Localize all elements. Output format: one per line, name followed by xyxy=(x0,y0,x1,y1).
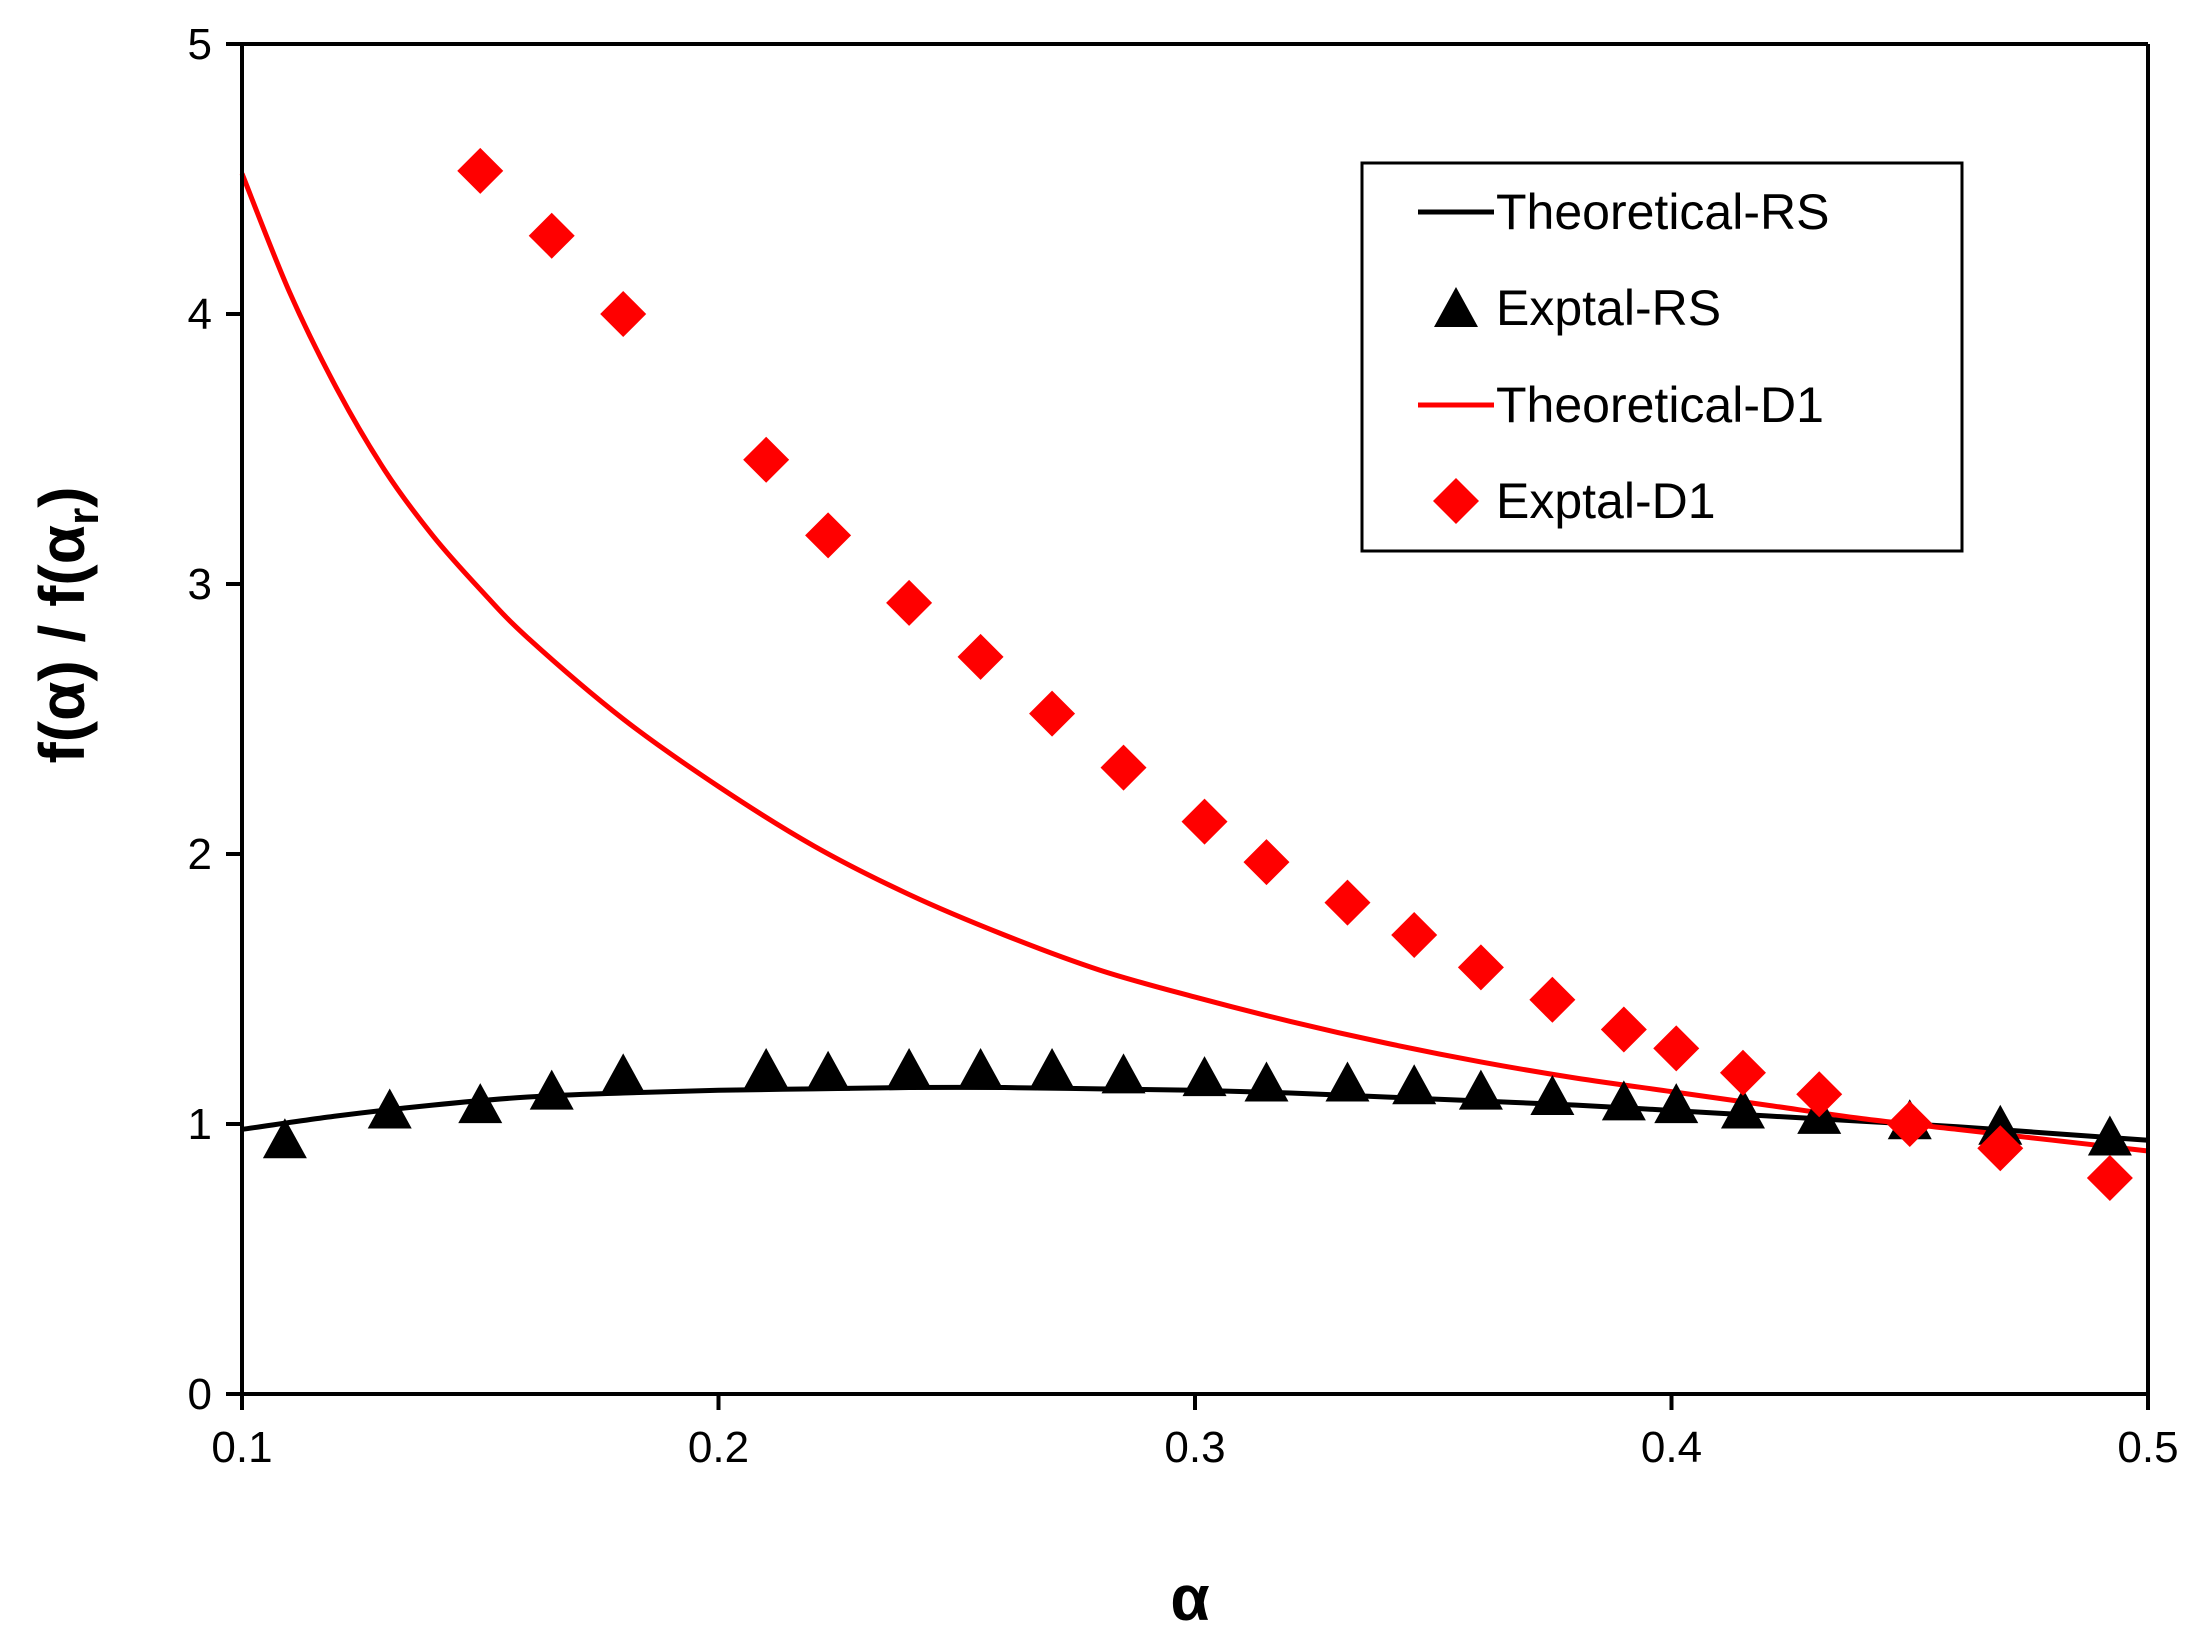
data-point-exptal-d1 xyxy=(1653,1025,1700,1072)
x-tick-label: 0.5 xyxy=(2117,1423,2178,1472)
data-point-exptal-rs xyxy=(1325,1061,1370,1102)
data-point-exptal-d1 xyxy=(1600,1006,1647,1053)
data-point-exptal-rs xyxy=(367,1088,412,1129)
data-point-exptal-d1 xyxy=(1796,1071,1843,1118)
data-point-exptal-rs xyxy=(1392,1064,1437,1105)
data-point-exptal-rs xyxy=(458,1083,503,1124)
data-point-exptal-d1 xyxy=(743,436,790,483)
data-point-exptal-rs xyxy=(1654,1083,1699,1124)
data-point-exptal-rs xyxy=(1458,1069,1503,1110)
marker-layer xyxy=(262,147,2133,1201)
legend-label-exptal-rs: Exptal-RS xyxy=(1496,280,1721,336)
series-line-theoretical-d1 xyxy=(239,172,2149,1154)
data-point-exptal-d1 xyxy=(1977,1125,2024,1172)
data-point-exptal-d1 xyxy=(528,212,575,259)
data-point-exptal-rs xyxy=(601,1053,646,1094)
y-axis-title-subscript: r xyxy=(59,508,108,525)
data-point-exptal-d1 xyxy=(886,579,933,626)
data-point-exptal-d1 xyxy=(1719,1049,1766,1096)
y-tick-label: 0 xyxy=(188,1370,212,1419)
data-point-exptal-rs xyxy=(1720,1088,1765,1129)
x-tick-label: 0.1 xyxy=(211,1423,272,1472)
legend-label-theoretical-rs: Theoretical-RS xyxy=(1496,184,1829,240)
legend-swatch-exptal-rs xyxy=(1434,287,1478,327)
legend-swatch-exptal-d1 xyxy=(1433,478,1479,524)
data-point-exptal-rs xyxy=(529,1069,574,1110)
x-tick-label: 0.2 xyxy=(688,1423,749,1472)
data-point-exptal-rs xyxy=(1601,1080,1646,1121)
data-point-exptal-d1 xyxy=(1324,879,1371,926)
x-axis-title: α xyxy=(1170,1562,1209,1634)
data-point-exptal-d1 xyxy=(457,147,504,194)
y-axis-title: f(α) / f(αr) xyxy=(26,486,108,763)
y-axis-title-main: f(α) / f(α xyxy=(26,525,98,764)
y-tick-label: 1 xyxy=(188,1100,212,1149)
data-point-exptal-rs xyxy=(262,1118,307,1159)
data-point-exptal-d1 xyxy=(2086,1155,2133,1201)
data-point-exptal-rs xyxy=(887,1048,932,1088)
data-point-exptal-rs xyxy=(1101,1053,1146,1094)
y-tick-label: 4 xyxy=(188,290,212,339)
data-point-exptal-d1 xyxy=(600,291,647,337)
data-point-exptal-rs xyxy=(744,1048,789,1088)
data-point-exptal-rs xyxy=(1530,1075,1575,1115)
y-tick-label: 5 xyxy=(188,20,212,69)
data-point-exptal-d1 xyxy=(1100,744,1147,791)
y-axis-title-close: ) xyxy=(26,486,98,507)
legend-label-theoretical-d1: Theoretical-D1 xyxy=(1496,377,1824,433)
data-point-exptal-d1 xyxy=(1529,976,1576,1023)
x-tick-label: 0.4 xyxy=(1641,1423,1702,1472)
data-point-exptal-rs xyxy=(2087,1115,2132,1156)
x-tick-label: 0.3 xyxy=(1164,1423,1225,1472)
data-point-exptal-rs xyxy=(1030,1048,1075,1088)
data-point-exptal-d1 xyxy=(1243,839,1290,886)
tick-layer: 0 1 2 3 4 5 0.1 0.2 0.3 0.4 0.5 xyxy=(188,20,2179,1472)
data-point-exptal-d1 xyxy=(1457,944,1504,991)
data-point-exptal-rs xyxy=(1978,1104,2023,1145)
data-point-exptal-d1 xyxy=(1181,798,1228,845)
data-point-exptal-d1 xyxy=(805,512,852,559)
data-point-exptal-d1 xyxy=(1886,1101,1933,1147)
data-point-exptal-d1 xyxy=(957,633,1004,680)
data-point-exptal-rs xyxy=(1244,1061,1289,1102)
data-point-exptal-rs xyxy=(806,1050,851,1091)
data-point-exptal-d1 xyxy=(1029,690,1076,737)
legend: Theoretical-RS Exptal-RS Theoretical-D1 … xyxy=(1360,161,1964,553)
data-point-exptal-rs xyxy=(958,1048,1003,1088)
y-tick-label: 3 xyxy=(188,560,212,609)
data-point-exptal-d1 xyxy=(1391,912,1438,958)
y-tick-label: 2 xyxy=(188,830,212,879)
data-point-exptal-rs xyxy=(1182,1056,1227,1097)
legend-label-exptal-d1: Exptal-D1 xyxy=(1496,473,1716,529)
